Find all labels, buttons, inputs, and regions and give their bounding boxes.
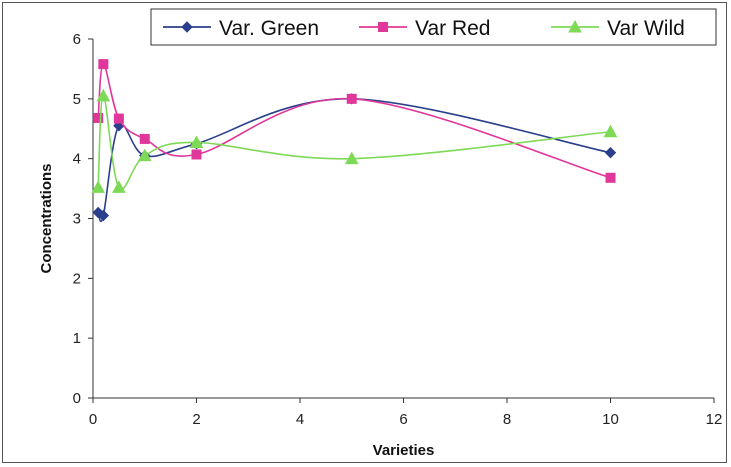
legend-label: Var Red	[415, 17, 490, 40]
legend-marker	[378, 22, 388, 32]
y-tick-label: 2	[73, 270, 81, 287]
x-axis-title: Varieties	[373, 442, 435, 459]
y-tick-label: 0	[73, 390, 81, 407]
series-layer	[91, 59, 618, 223]
series-var-red	[93, 59, 616, 183]
data-point	[191, 149, 202, 160]
data-point	[346, 93, 357, 104]
legend-label: Var. Green	[219, 17, 319, 40]
x-tick-label: 10	[602, 411, 619, 428]
chart-frame: 0 1 2 3 4 5 6 0 2 4 6 8 10 12 Varieties Concentration…	[2, 2, 727, 463]
legend-label: Var Wild	[607, 17, 685, 40]
legend: Var. Green Var Red Var Wild	[150, 8, 717, 46]
data-point	[113, 113, 124, 124]
data-point	[93, 112, 104, 123]
x-tick-label: 4	[296, 411, 304, 428]
y-tick-label: 3	[73, 211, 81, 228]
data-point	[97, 209, 110, 222]
data-point	[96, 88, 111, 102]
data-point	[604, 146, 617, 159]
series-line	[97, 95, 611, 190]
x-tick-label: 8	[503, 411, 511, 428]
series-line	[97, 63, 611, 179]
legend-item: Var. Green	[163, 17, 319, 40]
x-tick-label: 2	[192, 411, 200, 428]
data-point	[603, 124, 618, 138]
y-axis-title: Concentrations	[38, 163, 55, 273]
data-point	[189, 135, 204, 149]
x-tick-label: 12	[706, 411, 723, 428]
legend-box	[150, 8, 717, 46]
y-tick-label: 5	[73, 91, 81, 108]
data-point	[605, 172, 616, 183]
data-point	[112, 180, 126, 193]
data-point	[137, 148, 152, 162]
data-point	[98, 59, 109, 70]
data-point	[344, 151, 359, 165]
data-point	[91, 180, 106, 193]
y-tick-label: 6	[73, 31, 81, 48]
series-var-wild	[91, 88, 618, 193]
data-point	[139, 133, 150, 144]
legend-marker	[181, 21, 193, 33]
legend-marker	[568, 19, 582, 33]
series-line	[97, 98, 611, 223]
legend-item: Var Wild	[551, 17, 685, 40]
y-tick-label: 4	[73, 151, 81, 168]
x-tick-label: 6	[399, 411, 407, 428]
y-tick-label: 1	[73, 330, 81, 347]
legend-item: Var Red	[359, 17, 490, 40]
x-tick-label: 0	[89, 411, 97, 428]
